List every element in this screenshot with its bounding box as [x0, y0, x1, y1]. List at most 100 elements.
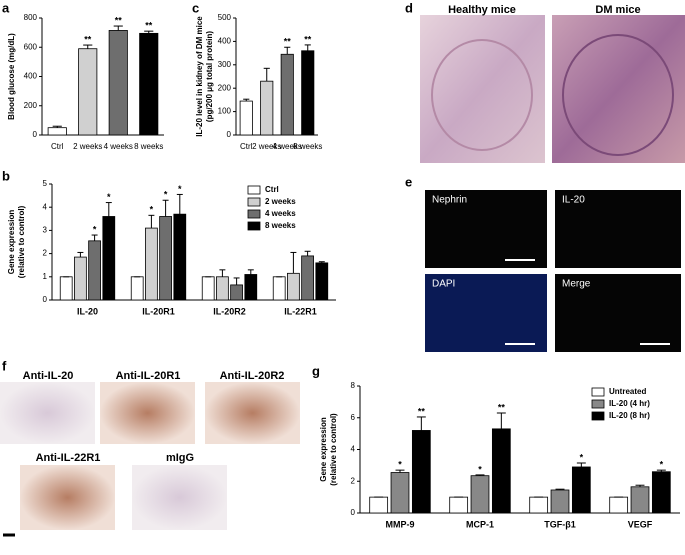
bar: [280, 53, 294, 136]
significance: *: [178, 184, 182, 194]
bar: [390, 472, 410, 514]
x-tick-label: 8 weeks: [293, 142, 322, 151]
x-tick-label: Ctrl: [51, 142, 64, 151]
legend-label: IL-20 (8 hr): [609, 411, 650, 420]
bar: [102, 216, 116, 301]
y-tick-label: 500: [218, 13, 232, 22]
y-tick-label: 0: [33, 130, 38, 139]
histology-image: [552, 15, 685, 163]
bar: [470, 475, 490, 514]
x-tick-label: 4 weeks: [273, 142, 302, 151]
bar: [244, 274, 258, 301]
significance: *: [660, 460, 664, 470]
x-tick-label: 2 weeks: [252, 142, 281, 151]
x-tick-label: 2 weeks: [73, 142, 102, 151]
bar: [301, 50, 315, 136]
bar: [108, 30, 128, 136]
image-label: DAPI: [432, 279, 455, 290]
staining-image: [205, 382, 300, 444]
image-label: DM mice: [595, 4, 640, 16]
panel-label: e: [405, 174, 412, 189]
image-label: Nephrin: [432, 195, 467, 206]
bar: [449, 496, 469, 514]
bar: [201, 276, 215, 301]
bar: [491, 428, 511, 514]
y-axis-label: Gene expression: [7, 210, 16, 275]
y-tick-label: 0: [351, 508, 356, 517]
y-tick-label: 2: [351, 476, 356, 485]
image-label: Merge: [562, 279, 591, 290]
y-tick-label: 600: [24, 42, 38, 51]
bar: [571, 466, 591, 514]
glomerulus: [562, 34, 674, 156]
bar: [173, 213, 187, 301]
y-axis-label: (pg/200 μg total protein): [205, 31, 214, 122]
y-tick-label: 4: [43, 202, 48, 211]
y-tick-label: 400: [218, 37, 232, 46]
y-tick-label: 200: [24, 101, 38, 110]
glomerulus: [431, 39, 533, 151]
x-tick-label: IL-20: [77, 306, 98, 316]
x-tick-label: 8 weeks: [134, 142, 163, 151]
bar: [260, 80, 274, 136]
significance: **: [304, 34, 312, 44]
y-tick-label: 8: [351, 381, 356, 390]
image-label: mIgG: [166, 452, 194, 464]
bar: [47, 127, 67, 136]
y-tick-label: 5: [43, 179, 48, 188]
histology-image: [420, 15, 545, 163]
significance: *: [580, 452, 584, 462]
image-label: IL-20: [562, 195, 585, 206]
bar: [78, 48, 98, 136]
panel-label: c: [192, 0, 199, 15]
bar: [272, 276, 286, 301]
y-axis-label: (relative to control): [17, 205, 26, 278]
y-axis-label: Gene expression: [319, 417, 328, 482]
bar: [59, 276, 73, 301]
legend-label: IL-20 (4 hr): [609, 399, 650, 408]
significance: **: [115, 15, 123, 25]
y-tick-label: 100: [218, 107, 232, 116]
y-tick-label: 6: [351, 413, 356, 422]
legend-swatch: [591, 387, 605, 397]
bar: [145, 227, 158, 301]
bar: [130, 276, 144, 301]
bar: [74, 256, 87, 301]
legend-label: 4 weeks: [265, 209, 296, 218]
x-tick-label: IL-20R1: [142, 306, 175, 316]
y-tick-label: 300: [218, 60, 232, 69]
panel-label: f: [2, 358, 7, 373]
image-label: Anti-IL-20R1: [116, 370, 181, 382]
fluorescence-image: [555, 190, 681, 268]
y-tick-label: 2: [43, 249, 48, 258]
panel-label: d: [405, 0, 413, 15]
significance: **: [284, 37, 292, 47]
bar: [139, 32, 159, 136]
staining-image: [132, 465, 227, 530]
bar: [411, 430, 431, 514]
significance: *: [93, 224, 97, 234]
significance: *: [398, 460, 402, 470]
significance: *: [478, 464, 482, 474]
fluorescence-image: [425, 274, 547, 352]
x-tick-label: IL-22R1: [284, 306, 317, 316]
x-tick-label: MCP-1: [466, 519, 494, 529]
significance: **: [84, 34, 92, 44]
x-tick-label: IL-20R2: [213, 306, 246, 316]
legend-swatch: [247, 185, 261, 195]
y-tick-label: 4: [351, 445, 356, 454]
y-tick-label: 800: [24, 13, 38, 22]
staining-image: [100, 382, 195, 444]
bar: [287, 272, 300, 301]
y-axis-label: Blood glucose (mg/dL): [7, 33, 16, 120]
bar: [609, 496, 629, 514]
fluorescence-image: [555, 274, 681, 352]
fluorescence-image: [425, 190, 547, 268]
legend-swatch: [247, 197, 261, 207]
significance: *: [150, 205, 154, 215]
y-tick-label: 0: [227, 130, 232, 139]
bar: [159, 216, 172, 301]
x-tick-label: VEGF: [628, 519, 653, 529]
image-label: Healthy mice: [448, 4, 516, 16]
